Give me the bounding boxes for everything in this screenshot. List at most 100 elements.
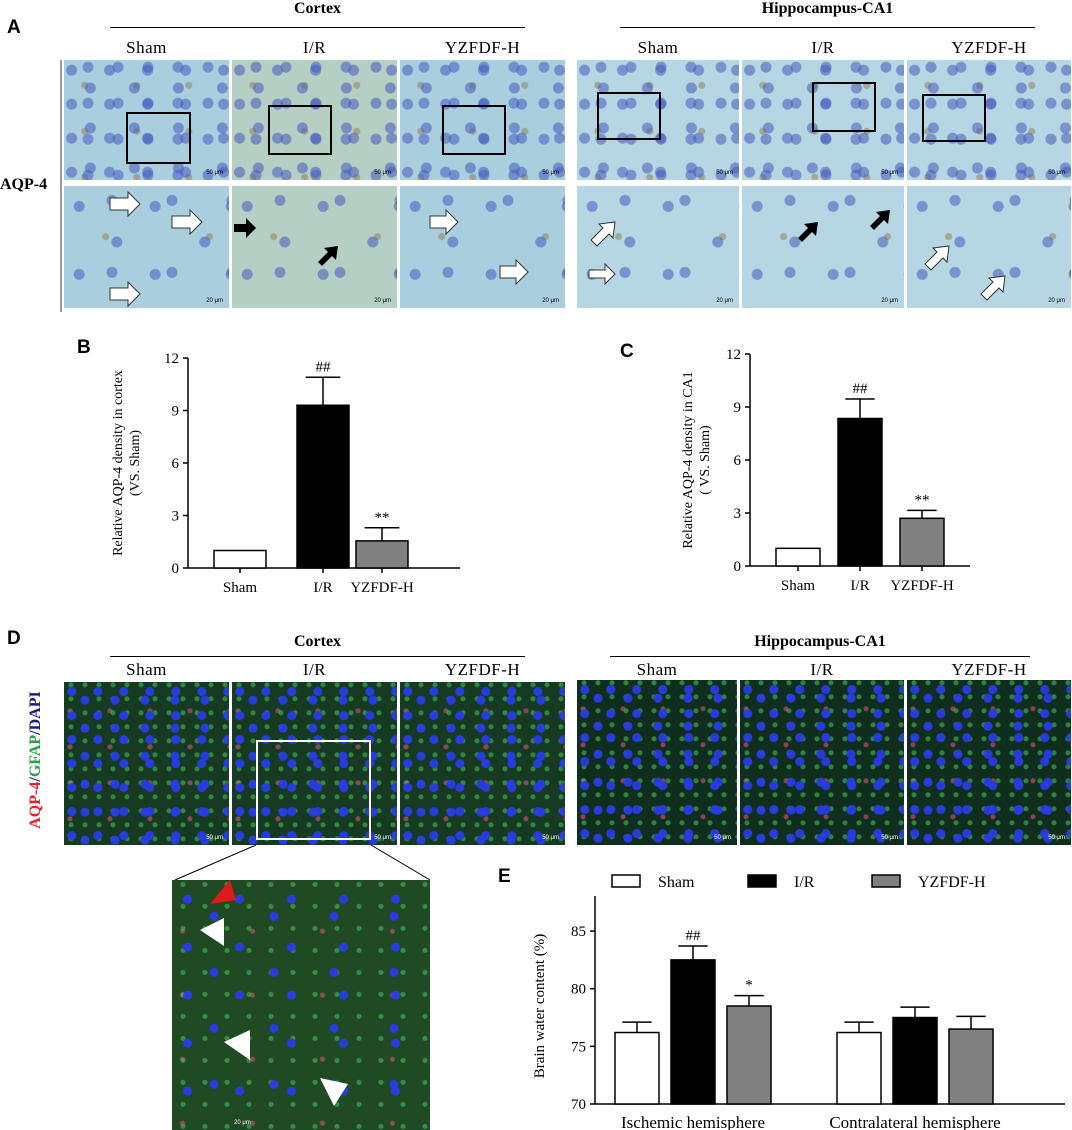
scale-bar-label: 50 μm [1048,835,1065,841]
if-cortex-yzfdf: 50 μm [400,682,565,845]
ihc-ca1-yzfdf-overview: 50 μm [907,60,1071,180]
panel-a-ca1-title: Hippocampus-CA1 [761,0,894,17]
panel-a-col-sham-ca1: Sham [637,38,679,57]
panel-a-row-label: AQP-4 [0,176,48,193]
white-arrow-icon [924,245,1006,301]
panel-c-letter: C [620,341,634,362]
if-cortex-ir: 50 μm [232,682,397,845]
ihc-cortex-sham-overview: 50 μm [64,60,229,180]
legend-label: Sham [658,874,695,891]
if-cortex-sham: 50 μm [64,682,229,845]
scale-bar-label: 20 μm [542,298,559,304]
panel-a-col-yzfdf-cortex: YZFDF-H [444,38,521,57]
if-cortex-ir-zoom: 20 μm [172,880,430,1130]
scale-bar-label: 20 μm [716,298,733,304]
scale-bar-label: 50 μm [206,170,223,176]
scale-bar-label: 50 μm [1048,170,1065,176]
bar-i-r [892,1016,938,1105]
ihc-ca1-yzfdf-zoom: 20 μm [907,186,1071,308]
scale-bar-label: 50 μm [374,170,391,176]
scale-bar-label: 50 μm [881,835,898,841]
legend-swatch [611,874,641,888]
scale-bar-label: 50 μm [542,835,559,841]
y-tick-label: 6 [172,456,180,472]
y-axis-label: Relative AQP-4 density in CA1 [681,371,696,548]
y-tick-label: 9 [734,400,742,416]
legend-swatch [747,874,777,888]
ihc-cortex-sham-zoom: 20 μm [64,186,229,308]
bar-i-r [837,417,883,567]
ihc-ca1-ir-zoom: 20 μm [742,186,904,308]
panel-a-col-sham-cortex: Sham [126,38,167,57]
panel-d-col-yzfdf-cortex: YZFDF-H [444,660,521,679]
if-ca1-sham: 50 μm [577,680,737,845]
panel-d-ca1-title: Hippocampus-CA1 [754,633,886,650]
panel-a-cortex-title: Cortex [293,0,342,17]
scale-bar-label: 50 μm [714,835,731,841]
y-tick-label: 12 [726,347,741,363]
ihc-cortex-ir-zoom: 20 μm [232,186,397,308]
y-tick-label: 3 [172,509,180,525]
scale-bar-label: 50 μm [716,170,733,176]
chart-b: 0 3 6 9 12 Sham ## I/R ** YZFDF-H Relative AQP-4 d… [111,351,460,596]
y-axis-label: Brain water content (%) [532,934,548,1079]
panel-d-col-yzfdf-ca1: YZFDF-H [951,660,1027,679]
scale-bar-label: 50 μm [881,170,898,176]
ihc-cortex-ir-overview: 50 μm [232,60,397,180]
roi-box [268,105,332,155]
y-tick-label: 0 [172,561,180,577]
black-arrow-icon [798,210,890,242]
if-ca1-ir: 50 μm [740,680,904,845]
x-tick-label: YZFDF-H [890,578,954,594]
white-arrow-icon [109,190,203,308]
panel-a-col-ir-ca1: I/R [811,38,835,57]
panel-a-ca1-divider [620,27,1035,28]
y-tick-label: 0 [734,559,742,575]
panel-a-left-rule [60,60,62,312]
scale-bar-label: 20 μm [881,298,898,304]
panel-d-col-sham-ca1: Sham [636,660,678,679]
x-tick-label: YZFDF-H [350,580,414,596]
panel-a-col-ir-cortex: I/R [302,38,327,57]
y-tick-label: 75 [571,1039,586,1055]
panel-d-cortex-title: Cortex [293,633,342,650]
x-tick-label: I/R [313,580,332,596]
y-tick-label: 6 [734,453,742,469]
significance-label: ## [686,928,702,944]
scale-bar-label: 50 μm [206,835,223,841]
ihc-cortex-yzfdf-overview: 50 μm [400,60,565,180]
scale-bar-label: 50 μm [374,835,391,841]
significance-label: ** [915,492,930,508]
bar-sham [836,1031,882,1105]
y-axis-label: Relative AQP-4 density in cortex [111,370,126,556]
panel-a-letter: A [7,17,21,38]
chart-e: 70 75 80 85 ## * Ischemic hemisphere Contralate… [532,874,1065,1130]
y-tick-label: 3 [734,506,742,522]
white-arrow-icon [588,221,616,286]
panel-a-cortex-divider [110,27,525,28]
scale-bar-label: 50 μm [542,170,559,176]
y-tick-label: 80 [571,982,586,998]
chart-c: 0 3 6 9 12 Sham ## I/R ** YZFDF-H Relative AQP-4 d… [681,347,970,594]
legend-label: YZFDF-H [918,874,986,891]
significance-label: ## [853,381,869,397]
ihc-ca1-sham-zoom: 20 μm [577,186,739,308]
ihc-ca1-sham-overview: 50 μm [577,60,739,180]
panel-d-col-ir-cortex: I/R [302,660,327,679]
y-tick-label: 12 [164,351,179,367]
panel-d-cortex-divider [110,656,525,657]
scale-bar-label: 20 μm [1048,298,1065,304]
ihc-ca1-ir-overview: 50 μm [742,60,904,180]
x-tick-label: Ischemic hemisphere [621,1113,765,1130]
panel-d-letter: D [7,628,21,649]
significance-label: ** [375,510,390,526]
roi-box [442,105,506,155]
y-tick-label: 85 [571,924,586,940]
white-arrow-icon [429,208,529,286]
scale-bar-label: 20 μm [206,298,223,304]
ihc-cortex-yzfdf-zoom: 20 μm [400,186,565,308]
y-tick-label: 70 [571,1097,586,1113]
legend-label: I/R [794,874,815,891]
panel-d-col-ir-ca1: I/R [810,660,834,679]
